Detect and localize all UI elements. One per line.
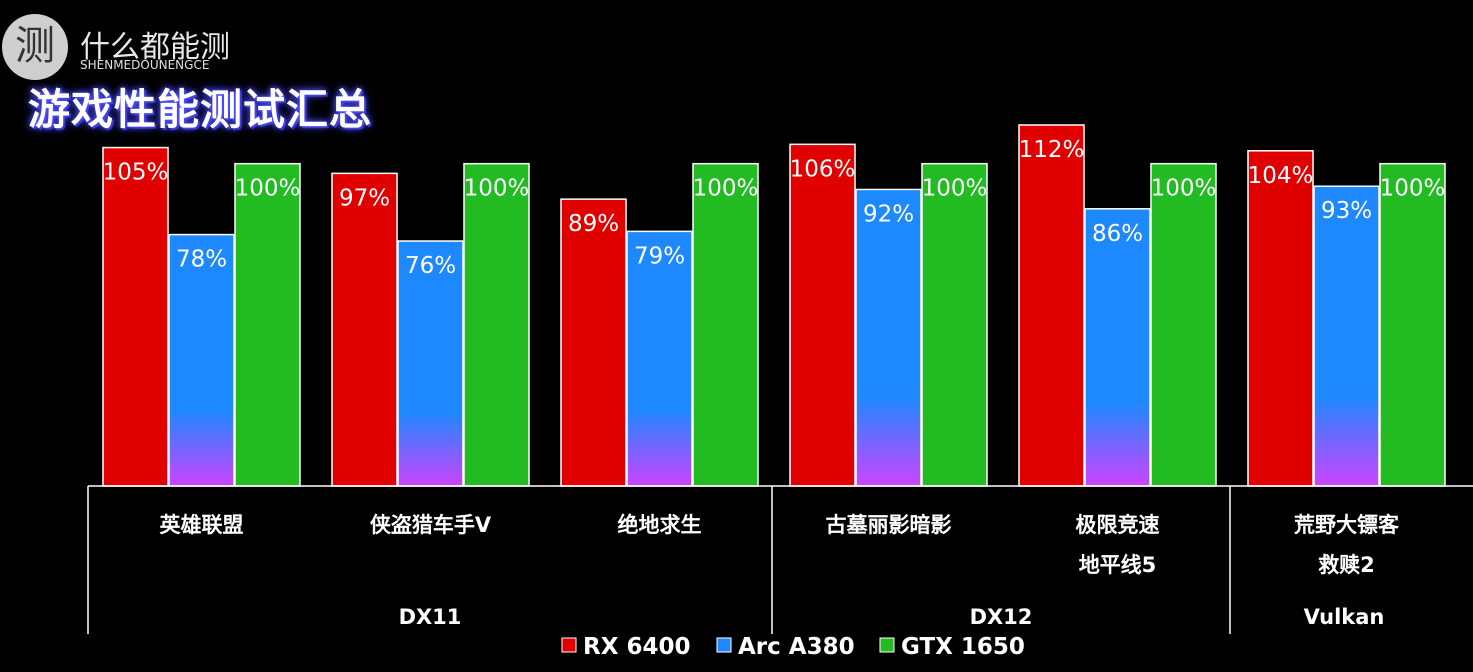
- category-label: 极限竞速: [1076, 513, 1160, 537]
- data-label: 93%: [1321, 198, 1372, 224]
- logo: 测 什么都能测 SHENMEDOUNENGCE: [0, 6, 250, 80]
- legend-swatch: [879, 637, 895, 653]
- legend-swatch: [561, 637, 577, 653]
- category-label: 侠盗猎车手V: [370, 513, 492, 537]
- bar-gtx-1650-5: [1379, 162, 1446, 487]
- bar-arc-a380-0: [168, 233, 235, 487]
- bar-gtx-1650-0: [234, 162, 301, 487]
- chart-title: 游戏性能测试汇总: [28, 85, 373, 134]
- data-label: 100%: [922, 176, 988, 202]
- group-label: DX11: [399, 605, 462, 629]
- bar-gtx-1650-1: [463, 162, 530, 487]
- bar-arc-a380-5: [1313, 185, 1380, 487]
- bar-rx-6400-1: [331, 172, 398, 487]
- bar-gtx-1650-2: [692, 162, 759, 487]
- category-label: 古墓丽影暗影: [826, 513, 952, 537]
- logo-icon: 测: [2, 14, 68, 80]
- data-label: 100%: [693, 176, 759, 202]
- category-label: 地平线5: [1079, 553, 1157, 577]
- data-label: 76%: [405, 253, 456, 279]
- data-label: 112%: [1019, 137, 1085, 163]
- legend-entry: Arc A380: [738, 634, 855, 660]
- data-label: 100%: [1380, 176, 1446, 202]
- category-label: 英雄联盟: [160, 513, 244, 537]
- category-label: 荒野大镖客: [1294, 513, 1400, 537]
- bar-arc-a380-3: [855, 188, 922, 487]
- bar-rx-6400-4: [1018, 124, 1085, 487]
- bar-gtx-1650-4: [1150, 162, 1217, 487]
- category-label: 救赎2: [1318, 553, 1375, 577]
- data-label: 92%: [863, 201, 914, 227]
- bar-arc-a380-2: [626, 230, 693, 487]
- bar-rx-6400-5: [1247, 150, 1314, 487]
- data-label: 100%: [235, 176, 301, 202]
- data-label: 89%: [568, 211, 619, 237]
- logo-name-cn: 什么都能测: [80, 30, 230, 65]
- legend-entry: GTX 1650: [901, 634, 1025, 660]
- data-label: 105%: [103, 160, 169, 186]
- group-label: Vulkan: [1304, 605, 1385, 629]
- data-label: 106%: [790, 156, 856, 182]
- bar-arc-a380-4: [1084, 208, 1151, 487]
- bar-rx-6400-3: [789, 143, 856, 487]
- legend-swatch: [716, 637, 732, 653]
- data-label: 97%: [339, 185, 390, 211]
- data-label: 104%: [1248, 163, 1314, 189]
- category-label: 绝地求生: [618, 513, 702, 537]
- bar-gtx-1650-3: [921, 162, 988, 487]
- data-label: 79%: [634, 243, 685, 269]
- group-label: DX12: [970, 605, 1033, 629]
- bar-rx-6400-2: [560, 198, 627, 487]
- data-label: 78%: [176, 247, 227, 273]
- bar-rx-6400-0: [102, 146, 169, 487]
- bar-arc-a380-1: [397, 240, 464, 487]
- logo-name-en: SHENMEDOUNENGCE: [80, 58, 210, 72]
- legend-entry: RX 6400: [583, 634, 690, 660]
- data-label: 86%: [1092, 221, 1143, 247]
- data-label: 100%: [464, 176, 530, 202]
- data-label: 100%: [1151, 176, 1217, 202]
